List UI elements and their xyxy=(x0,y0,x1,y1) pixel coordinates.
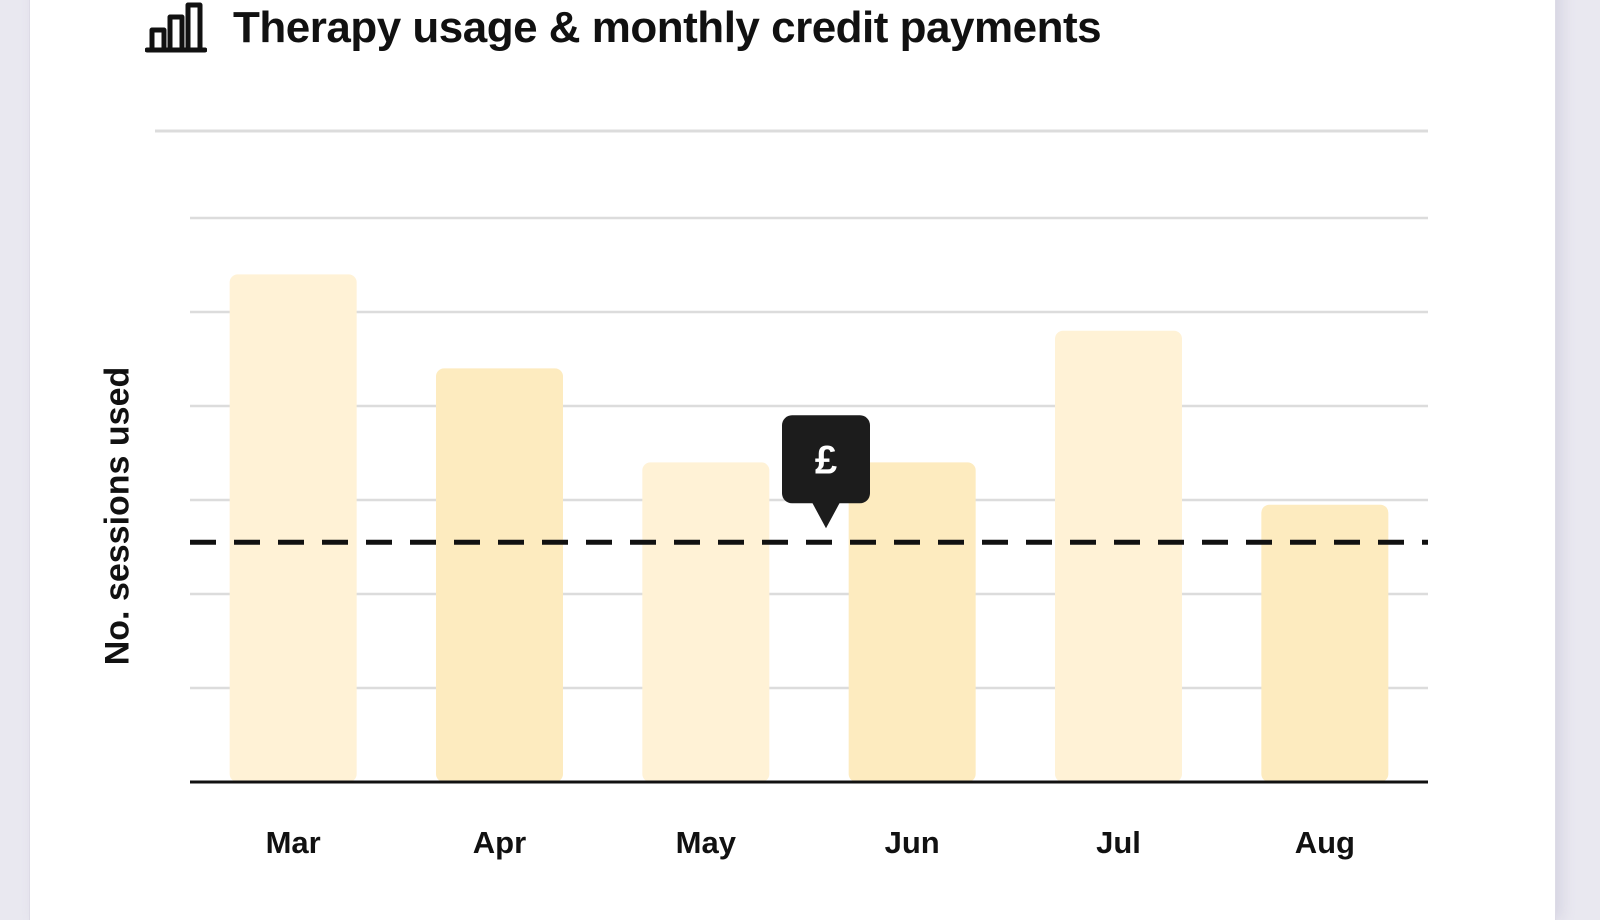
x-tick-label: May xyxy=(676,825,737,860)
x-tick-label: Mar xyxy=(266,825,321,860)
chart-plot: Mar Apr May Jun Jul Aug £ xyxy=(155,129,1428,860)
x-tick-label: Aug xyxy=(1295,825,1355,860)
bar-chart-icon xyxy=(145,2,207,53)
bar-jul xyxy=(1055,330,1182,782)
bar-apr xyxy=(436,368,563,782)
x-tick-label: Jun xyxy=(885,825,940,860)
bar-aug xyxy=(1261,504,1389,782)
pound-icon: £ xyxy=(815,438,837,482)
bar-may xyxy=(642,462,770,782)
x-tick-label: Apr xyxy=(473,825,526,860)
tooltip-pointer xyxy=(812,502,840,529)
bar-jun xyxy=(848,462,976,782)
bar-mar xyxy=(229,274,357,782)
tooltip-box xyxy=(782,415,870,504)
chart-title: Therapy usage & monthly credit payments xyxy=(233,3,1102,52)
x-tick-label: Jul xyxy=(1096,825,1141,860)
chart-header: Therapy usage & monthly credit payments xyxy=(145,0,1102,56)
